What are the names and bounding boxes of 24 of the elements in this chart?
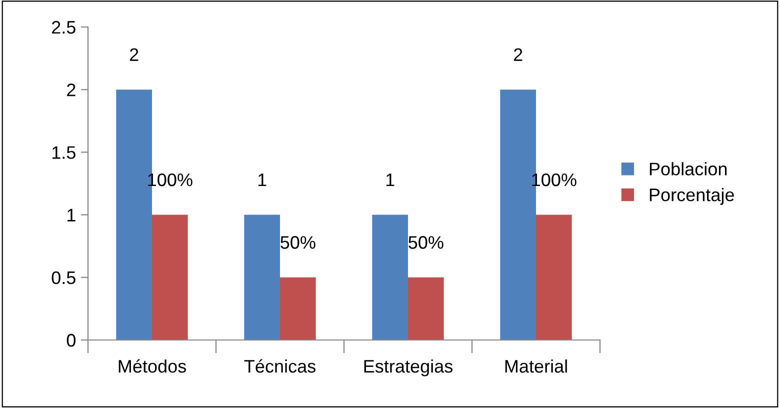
x-tick-label: Material [505,359,567,373]
bar [280,277,316,340]
x-tick-label: Técnicas [244,359,316,373]
data-label: 1 [386,174,394,186]
x-tick-label: Métodos [118,359,186,373]
y-tick-label: 1 [68,208,76,222]
y-tick-label: 0 [66,334,76,347]
y-tick-label: 1.5 [52,146,76,159]
data-label: 2 [514,48,522,61]
bar [372,214,408,340]
bar [536,214,572,340]
y-tick-label: 0.5 [52,271,76,284]
bar [152,214,188,340]
data-label: 1 [258,174,266,186]
bar [244,214,280,340]
legend-label: Poblacion [650,162,727,176]
x-tick-label: Estrategias [364,359,453,376]
data-label: 2 [130,48,138,61]
y-tick-label: 2.5 [52,20,76,34]
y-tick-label: 2 [67,84,76,96]
bar [408,277,444,340]
legend-label: Porcentaje [650,188,734,205]
data-label: 50% [408,236,444,249]
data-label: 50% [280,236,316,249]
